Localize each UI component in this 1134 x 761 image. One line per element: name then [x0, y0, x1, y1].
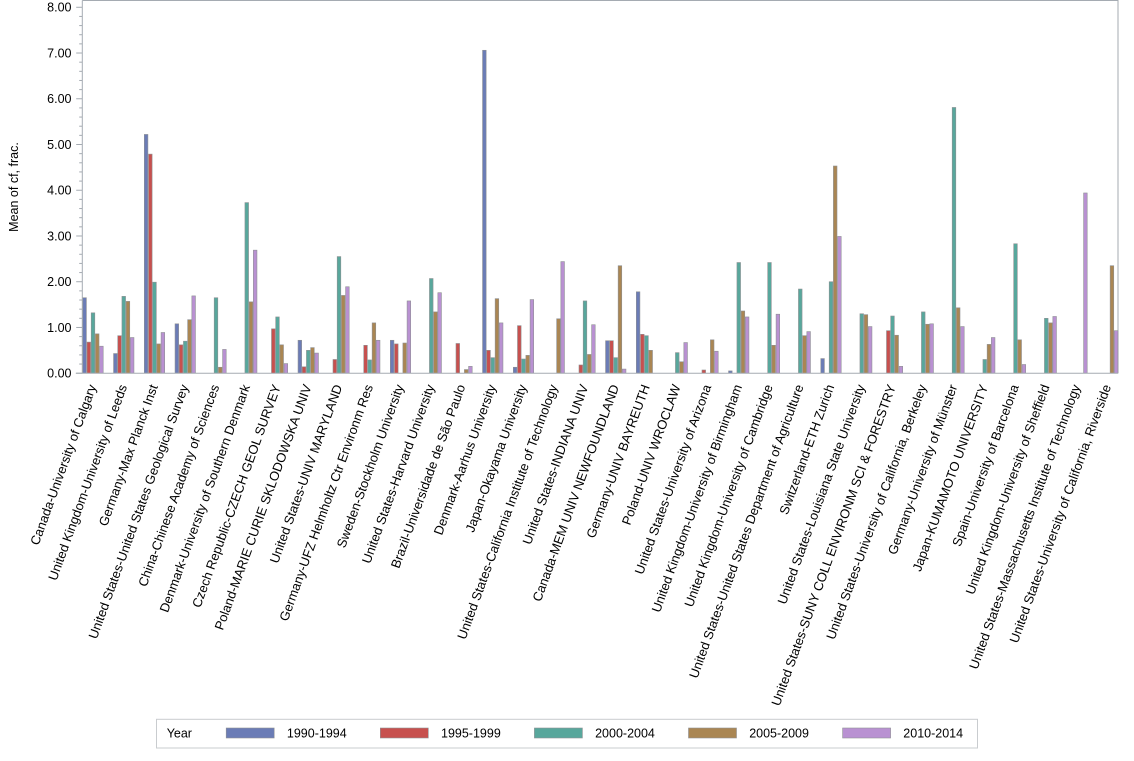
svg-text:Mean of cf, frac.: Mean of cf, frac.	[7, 142, 21, 232]
svg-text:8.00: 8.00	[47, 1, 71, 15]
svg-text:3.00: 3.00	[47, 229, 71, 243]
svg-text:6.00: 6.00	[47, 92, 71, 106]
svg-text:1990-1994: 1990-1994	[287, 727, 347, 741]
svg-text:1995-1999: 1995-1999	[441, 727, 501, 741]
svg-text:5.00: 5.00	[47, 138, 71, 152]
svg-text:0.00: 0.00	[47, 367, 71, 381]
svg-text:1.00: 1.00	[47, 321, 71, 335]
svg-text:2005-2009: 2005-2009	[749, 727, 809, 741]
svg-text:4.00: 4.00	[47, 184, 71, 198]
svg-text:2000-2004: 2000-2004	[595, 727, 655, 741]
svg-text:Year: Year	[167, 727, 192, 741]
svg-text:2.00: 2.00	[47, 275, 71, 289]
svg-text:7.00: 7.00	[47, 46, 71, 60]
svg-text:2010-2014: 2010-2014	[903, 727, 963, 741]
